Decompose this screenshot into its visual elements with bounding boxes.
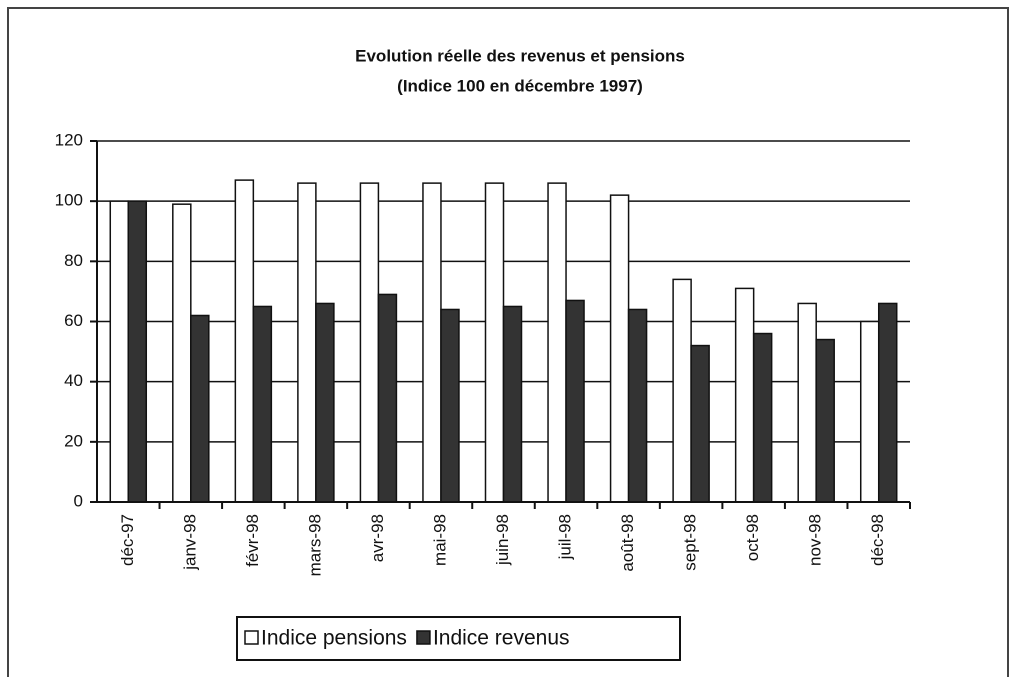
legend-label: Indice pensions [261,627,407,650]
x-tick-label: janv-98 [180,514,199,571]
chart-subtitle: (Indice 100 en décembre 1997) [397,76,643,95]
bar [627,308,648,503]
bar [565,299,585,503]
x-tick-label: juin-98 [493,514,512,566]
bar [422,182,442,503]
bar [109,200,130,503]
frame [7,7,1009,677]
x-tick-label: août-98 [618,514,637,572]
bar [609,194,630,503]
bar [797,302,817,503]
bar [359,182,380,503]
x-tick-label: déc-97 [118,514,137,566]
x-tick-label: juil-98 [556,514,575,560]
bar [440,308,460,503]
bar [377,293,398,503]
bar [315,302,335,503]
bar [234,179,255,503]
bar [877,302,898,503]
legend-box [236,616,681,661]
bar [297,182,317,503]
legend-swatch [416,630,431,645]
y-tick-label: 80 [64,251,83,270]
y-tick-label: 40 [64,371,83,390]
y-tick-label: 20 [64,431,83,450]
x-tick-label: nov-98 [806,514,825,566]
x-tick-label: mars-98 [305,514,324,576]
x-tick-label: oct-98 [743,514,762,561]
bar [502,305,523,503]
legend-swatch [244,630,259,645]
bar [172,203,192,503]
x-tick-label: févr-98 [243,514,262,567]
bar [127,200,148,503]
bar [252,305,273,503]
bar [484,182,505,503]
bar [752,332,773,503]
y-tick-label: 100 [55,191,83,210]
x-tick-label: déc-98 [868,514,887,566]
y-tick-label: 0 [74,491,83,510]
bar [190,314,210,503]
y-tick-label: 60 [64,311,83,330]
bar [547,182,567,503]
y-tick-label: 120 [55,130,83,149]
bar [734,287,755,503]
bar [690,344,710,503]
bar [859,320,880,503]
chart-title: Evolution réelle des revenus et pensions [355,46,685,65]
legend-label: Indice revenus [433,627,570,650]
x-tick-label: sept-98 [681,514,700,571]
bar [672,278,692,503]
x-tick-label: mai-98 [430,514,449,566]
bar [815,338,835,503]
x-tick-label: avr-98 [368,514,387,562]
